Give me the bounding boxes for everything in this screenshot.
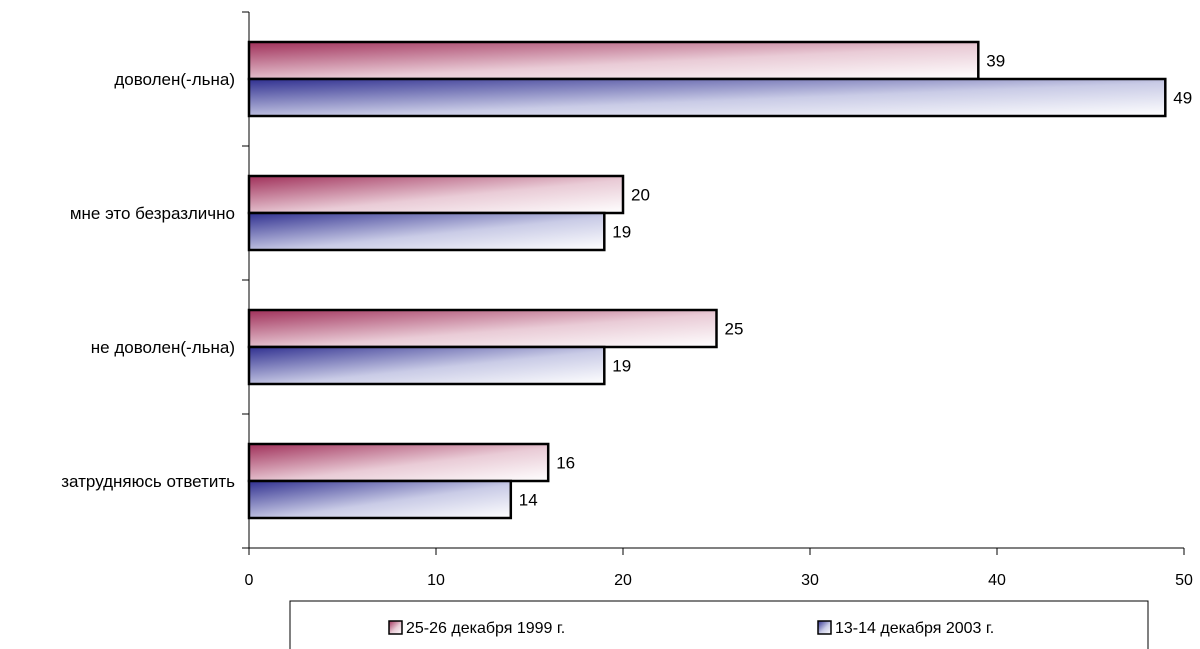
bar-series-2 (247, 345, 606, 386)
bars (247, 40, 1167, 520)
data-label: 19 (612, 223, 631, 242)
x-tick-label: 30 (801, 572, 819, 589)
x-tick-label: 10 (427, 572, 445, 589)
bar-series-1 (247, 442, 550, 483)
data-label: 16 (556, 454, 575, 473)
legend-swatch (817, 620, 832, 635)
legend-swatch (388, 620, 403, 635)
x-tick-label: 20 (614, 572, 632, 589)
data-label: 14 (519, 491, 538, 510)
data-label: 19 (612, 357, 631, 376)
category-label: затрудняюсь ответить (61, 472, 235, 491)
bar-series-1 (247, 308, 718, 349)
data-label: 39 (986, 52, 1005, 71)
bar-series-1 (247, 174, 625, 215)
x-tick-label: 40 (988, 572, 1006, 589)
legend-box (289, 600, 1149, 649)
legend-label: 25-26 декабря 1999 г. (406, 620, 565, 637)
category-label: доволен(-льна) (114, 70, 235, 89)
bar-series-2 (247, 77, 1167, 118)
x-tick-label: 0 (245, 572, 254, 589)
data-label: 25 (725, 320, 744, 339)
legend: 25-26 декабря 1999 г. 13-14 декабря 2003 … (289, 600, 1149, 649)
category-label: мне это безразлично (70, 204, 235, 223)
legend-label: 13-14 декабря 2003 г. (835, 620, 994, 637)
data-label: 20 (631, 186, 650, 205)
bar-series-1 (247, 40, 980, 81)
category-label: не доволен(-льна) (91, 338, 235, 357)
bar-series-2 (247, 479, 513, 520)
data-label: 49 (1173, 89, 1192, 108)
bar-series-2 (247, 211, 606, 252)
x-tick-label: 50 (1175, 572, 1193, 589)
axes: 0 10 20 30 40 50 (242, 11, 1193, 589)
